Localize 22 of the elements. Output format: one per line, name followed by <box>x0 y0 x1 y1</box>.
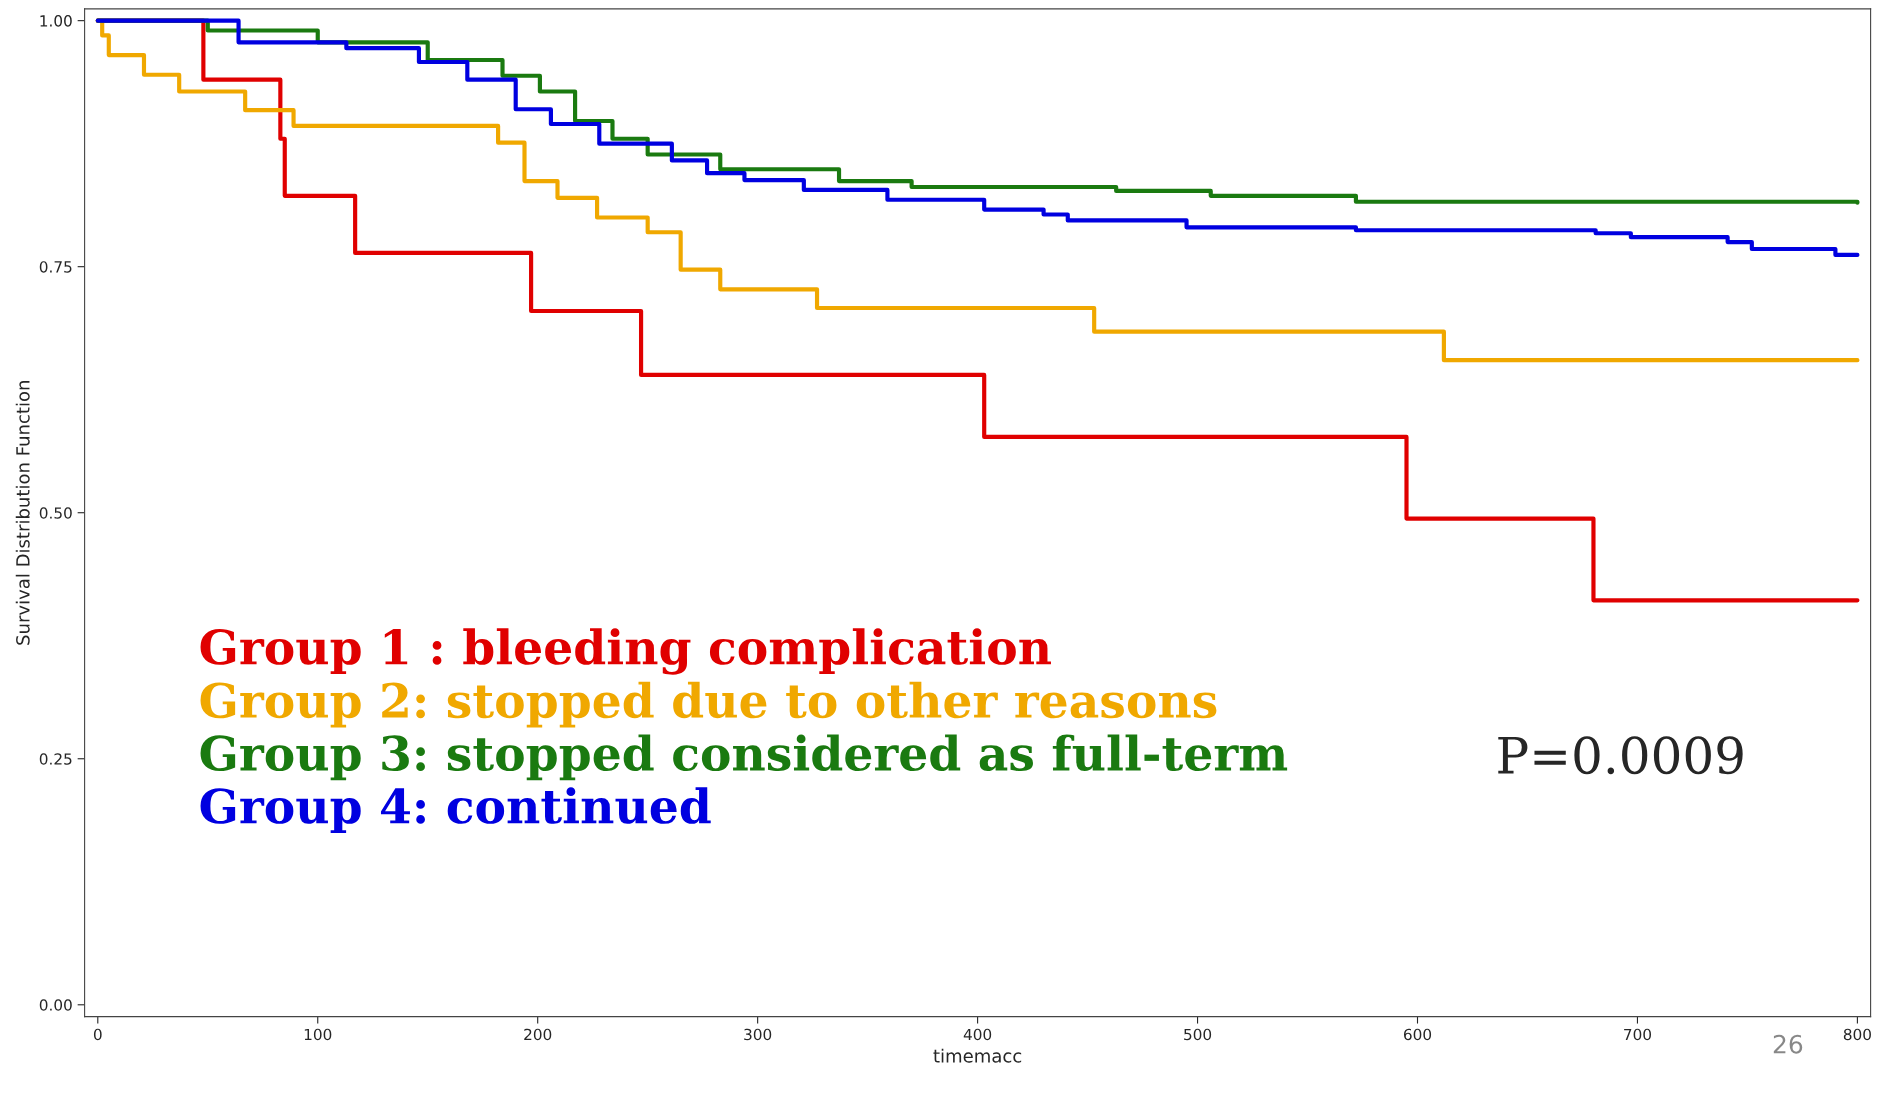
x-tick-label: 500 <box>1184 1028 1212 1041</box>
x-tick-label: 600 <box>1403 1028 1432 1041</box>
y-axis-title: Survival Distribution Function <box>15 381 30 645</box>
text: Group 3: stopped considered as full-term <box>200 734 1288 781</box>
x-tick-label: 800 <box>1843 1028 1871 1041</box>
text: 26 <box>1773 1034 1803 1054</box>
x-tick-label: 300 <box>744 1028 772 1041</box>
x-tick-label: 400 <box>963 1028 992 1041</box>
x-tick-label: 200 <box>524 1028 552 1041</box>
text: Group 1 : bleeding complication <box>200 628 1051 675</box>
y-tick-label: 0.00 <box>39 999 72 1011</box>
text: Group 2: stopped due to other reasons <box>200 681 1217 728</box>
x-axis-title: timemacc <box>933 1048 1022 1063</box>
text: Group 4: continued <box>200 787 711 834</box>
y-tick-label: 0.50 <box>39 507 72 519</box>
x-tick-label: 0 <box>93 1028 102 1041</box>
y-tick-label: 1.00 <box>40 15 72 27</box>
annotation: P=0.0009 <box>1498 736 1743 775</box>
y-tick-label: 0.75 <box>39 261 72 273</box>
x-tick-label: 100 <box>304 1028 332 1041</box>
y-tick-label: 0.25 <box>39 753 72 765</box>
x-tick-label: 700 <box>1624 1028 1652 1041</box>
